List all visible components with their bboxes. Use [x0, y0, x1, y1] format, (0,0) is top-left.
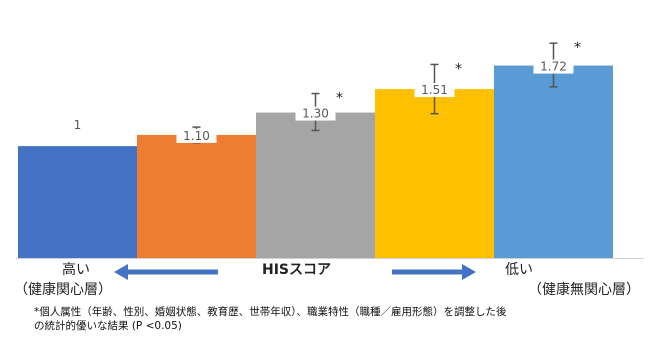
- data-label: 1: [74, 118, 82, 132]
- right-arrow-icon: [392, 264, 476, 280]
- left-arrow-icon: [114, 264, 218, 280]
- bar: [256, 112, 375, 258]
- data-label-box: [295, 106, 336, 121]
- data-label: 1.10: [183, 129, 210, 143]
- data-label: 1.30: [302, 107, 329, 121]
- footnote-line1: *個人属性（年齢、性別、婚姻状態、教育歴、世帯年収）、職業特性（職種／雇用形態）…: [34, 306, 507, 318]
- bar-chart: 1 1.10 1.30 * 1.51 * 1.72 *: [18, 40, 613, 258]
- bar: [375, 89, 494, 258]
- data-label: 1.51: [421, 83, 448, 97]
- data-label: 1.72: [540, 60, 567, 74]
- low-label: 低い: [505, 262, 533, 278]
- data-label-box: [533, 59, 574, 74]
- bar: [494, 65, 613, 258]
- data-label-box: [176, 128, 217, 143]
- data-label-box: [414, 83, 455, 98]
- significance-marker: *: [574, 40, 581, 56]
- x-axis-line: [16, 258, 644, 259]
- high-label: 高い: [62, 262, 90, 278]
- low-sublabel: （健康無関心層）: [528, 282, 640, 298]
- bar: [18, 146, 137, 258]
- high-sublabel: （健康関心層）: [14, 282, 112, 298]
- axis-title: HISスコア: [262, 262, 332, 278]
- bar: [137, 134, 256, 258]
- footnote-line2: の統計的優いな結果 (P <0.05): [34, 320, 182, 332]
- significance-marker: *: [455, 61, 462, 77]
- significance-marker: *: [336, 91, 343, 107]
